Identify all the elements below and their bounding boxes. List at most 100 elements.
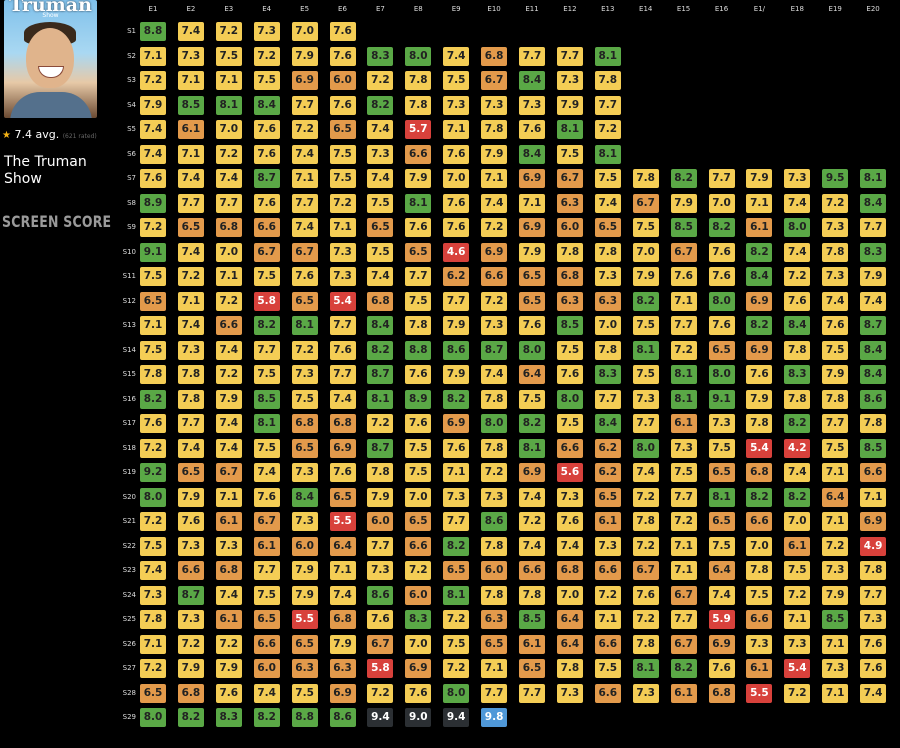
episode-score-cell[interactable]: 8.2 xyxy=(784,414,811,433)
episode-score-cell[interactable]: 6.7 xyxy=(253,512,280,531)
episode-score-cell[interactable]: 8.4 xyxy=(519,144,545,164)
episode-score-cell[interactable]: 6.1 xyxy=(215,610,242,629)
episode-score-cell[interactable]: 6.7 xyxy=(215,463,242,482)
episode-score-cell[interactable]: 7.9 xyxy=(556,95,583,115)
episode-score-cell[interactable]: 7.4 xyxy=(519,487,545,507)
episode-score-cell[interactable]: 7.2 xyxy=(784,585,811,605)
episode-score-cell[interactable]: 9.5 xyxy=(822,169,849,188)
episode-score-cell[interactable]: 7.2 xyxy=(443,659,470,678)
episode-score-cell[interactable]: 7.3 xyxy=(443,487,470,507)
episode-score-cell[interactable]: 7.5 xyxy=(291,389,318,409)
episode-score-cell[interactable]: 7.7 xyxy=(860,218,887,237)
episode-score-cell[interactable]: 7.6 xyxy=(405,365,432,384)
episode-score-cell[interactable]: 7.1 xyxy=(822,512,849,531)
episode-score-cell[interactable]: 6.5 xyxy=(519,267,545,286)
episode-score-cell[interactable]: 6.6 xyxy=(746,512,773,531)
episode-score-cell[interactable]: 7.2 xyxy=(140,71,166,90)
episode-score-cell[interactable]: 7.0 xyxy=(443,169,470,188)
episode-score-cell[interactable]: 6.4 xyxy=(822,487,849,507)
episode-score-cell[interactable]: 6.6 xyxy=(405,536,432,556)
episode-score-cell[interactable]: 5.8 xyxy=(253,291,280,311)
episode-score-cell[interactable]: 6.9 xyxy=(746,340,773,360)
episode-score-cell[interactable]: 7.8 xyxy=(140,365,166,384)
episode-score-cell[interactable]: 7.5 xyxy=(822,438,849,458)
episode-score-cell[interactable]: 6.4 xyxy=(556,610,583,629)
episode-score-cell[interactable]: 7.3 xyxy=(443,95,470,115)
episode-score-cell[interactable]: 8.7 xyxy=(860,316,887,335)
episode-score-cell[interactable]: 7.1 xyxy=(215,71,242,90)
episode-score-cell[interactable]: 7.2 xyxy=(215,634,242,654)
episode-score-cell[interactable]: 8.2 xyxy=(708,218,735,237)
episode-score-cell[interactable]: 7.4 xyxy=(140,120,166,139)
episode-score-cell[interactable]: 8.1 xyxy=(367,389,394,409)
episode-score-cell[interactable]: 7.2 xyxy=(291,120,318,139)
episode-score-cell[interactable]: 8.1 xyxy=(670,389,697,409)
episode-score-cell[interactable]: 5.4 xyxy=(784,659,811,678)
episode-score-cell[interactable]: 8.5 xyxy=(822,610,849,629)
episode-score-cell[interactable]: 6.0 xyxy=(556,218,583,237)
episode-score-cell[interactable]: 7.3 xyxy=(556,71,583,90)
episode-score-cell[interactable]: 6.5 xyxy=(253,610,280,629)
episode-score-cell[interactable]: 7.7 xyxy=(670,487,697,507)
episode-score-cell[interactable]: 7.6 xyxy=(253,120,280,139)
episode-score-cell[interactable]: 7.1 xyxy=(670,561,697,580)
episode-score-cell[interactable]: 7.1 xyxy=(519,193,545,213)
episode-score-cell[interactable]: 6.7 xyxy=(291,242,318,262)
episode-score-cell[interactable]: 7.0 xyxy=(291,22,318,41)
episode-score-cell[interactable]: 8.3 xyxy=(405,610,432,629)
episode-score-cell[interactable]: 7.3 xyxy=(556,487,583,507)
episode-score-cell[interactable]: 7.4 xyxy=(784,193,811,213)
episode-score-cell[interactable]: 6.2 xyxy=(443,267,470,286)
episode-score-cell[interactable]: 7.1 xyxy=(443,120,470,139)
episode-score-cell[interactable]: 7.4 xyxy=(177,169,204,188)
episode-score-cell[interactable]: 7.8 xyxy=(784,340,811,360)
episode-score-cell[interactable]: 7.5 xyxy=(367,193,394,213)
episode-score-cell[interactable]: 6.8 xyxy=(291,414,318,433)
episode-score-cell[interactable]: 7.4 xyxy=(291,144,318,164)
episode-score-cell[interactable]: 6.9 xyxy=(443,414,470,433)
episode-score-cell[interactable]: 7.1 xyxy=(215,487,242,507)
episode-score-cell[interactable]: 6.9 xyxy=(405,659,432,678)
episode-score-cell[interactable]: 9.1 xyxy=(140,242,166,262)
episode-score-cell[interactable]: 7.7 xyxy=(291,193,318,213)
episode-score-cell[interactable]: 8.3 xyxy=(594,365,621,384)
episode-score-cell[interactable]: 8.7 xyxy=(481,340,508,360)
episode-score-cell[interactable]: 8.3 xyxy=(860,242,887,262)
episode-score-cell[interactable]: 6.7 xyxy=(670,242,697,262)
episode-score-cell[interactable]: 7.4 xyxy=(140,561,166,580)
episode-score-cell[interactable]: 7.4 xyxy=(784,242,811,262)
episode-score-cell[interactable]: 7.5 xyxy=(443,71,470,90)
episode-score-cell[interactable]: 7.2 xyxy=(140,512,166,531)
episode-score-cell[interactable]: 8.4 xyxy=(253,95,280,115)
episode-score-cell[interactable]: 7.1 xyxy=(822,463,849,482)
episode-score-cell[interactable]: 7.4 xyxy=(253,463,280,482)
episode-score-cell[interactable]: 6.5 xyxy=(140,683,166,703)
episode-score-cell[interactable]: 7.8 xyxy=(177,365,204,384)
episode-score-cell[interactable]: 6.0 xyxy=(481,561,508,580)
episode-score-cell[interactable]: 8.2 xyxy=(367,95,394,115)
episode-score-cell[interactable]: 7.4 xyxy=(367,267,394,286)
episode-score-cell[interactable]: 7.9 xyxy=(443,365,470,384)
episode-score-cell[interactable]: 7.5 xyxy=(822,340,849,360)
episode-score-cell[interactable]: 6.0 xyxy=(291,536,318,556)
episode-score-cell[interactable]: 8.1 xyxy=(443,585,470,605)
episode-score-cell[interactable]: 8.2 xyxy=(443,536,470,556)
episode-score-cell[interactable]: 7.0 xyxy=(632,242,659,262)
episode-score-cell[interactable]: 7.2 xyxy=(822,536,849,556)
episode-score-cell[interactable]: 6.1 xyxy=(670,414,697,433)
episode-score-cell[interactable]: 6.5 xyxy=(291,634,318,654)
episode-score-cell[interactable]: 7.2 xyxy=(670,512,697,531)
episode-score-cell[interactable]: 7.6 xyxy=(519,316,545,335)
episode-score-cell[interactable]: 7.7 xyxy=(594,95,621,115)
episode-score-cell[interactable]: 7.4 xyxy=(519,536,545,556)
episode-score-cell[interactable]: 6.3 xyxy=(594,291,621,311)
episode-score-cell[interactable]: 7.1 xyxy=(481,169,508,188)
episode-score-cell[interactable]: 6.5 xyxy=(140,291,166,311)
episode-score-cell[interactable]: 7.9 xyxy=(746,169,773,188)
episode-score-cell[interactable]: 8.0 xyxy=(405,46,432,66)
episode-score-cell[interactable]: 7.2 xyxy=(367,414,394,433)
episode-score-cell[interactable]: 8.2 xyxy=(253,708,280,727)
episode-score-cell[interactable]: 6.4 xyxy=(556,634,583,654)
episode-score-cell[interactable]: 7.4 xyxy=(860,291,887,311)
episode-score-cell[interactable]: 6.7 xyxy=(556,169,583,188)
